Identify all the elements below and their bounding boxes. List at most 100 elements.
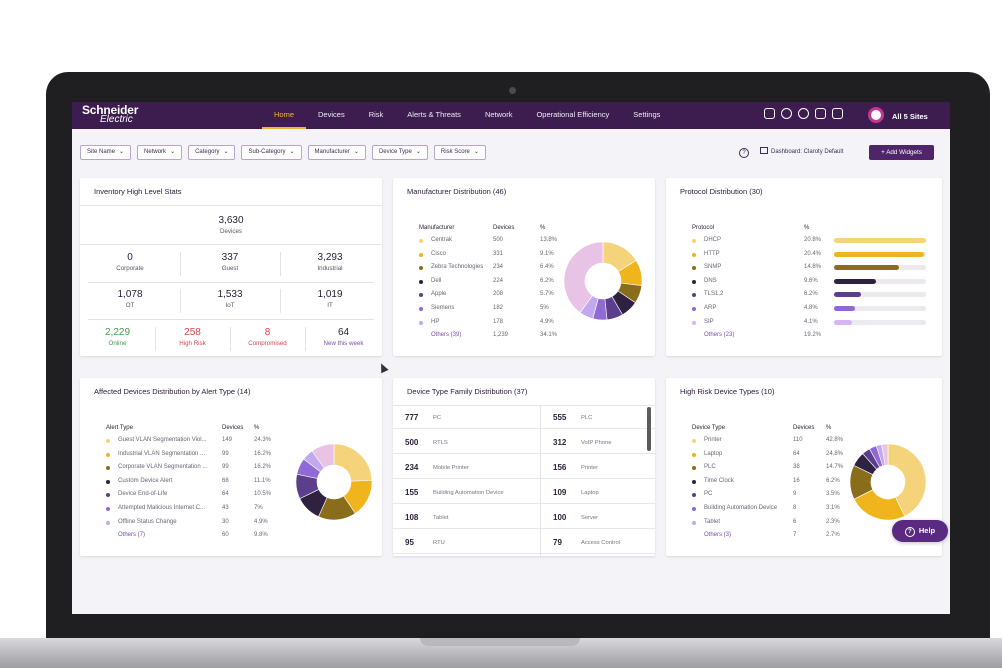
filter-label: Sub-Category (248, 149, 286, 155)
device-type-cell[interactable]: 777 PC (393, 406, 540, 429)
search-icon[interactable] (798, 108, 809, 119)
stat-compromised[interactable]: 8 Compromised (230, 327, 305, 347)
device-type-cell[interactable]: 95 RTU (393, 531, 540, 554)
row-pct: 4.9% (254, 518, 268, 525)
device-type-cell[interactable]: 109 Laptop (541, 481, 655, 504)
row-pct: 9.6% (804, 277, 818, 284)
alert-type-donut-chart[interactable] (296, 444, 372, 520)
filter-sub-category[interactable]: Sub-Category ⌄ (241, 145, 302, 160)
filter-network[interactable]: Network ⌄ (137, 145, 183, 160)
chevron-down-icon: ⌄ (353, 149, 359, 155)
stat-guest[interactable]: 337 Guest (180, 252, 280, 272)
chevron-down-icon: ⌄ (415, 149, 421, 155)
stat-new-this-week[interactable]: 64 New this week (305, 327, 382, 347)
legend-dot (692, 320, 696, 325)
donut-slice[interactable] (333, 444, 372, 482)
row-name: Corporate VLAN Segmentation ... (118, 464, 208, 471)
manufacturer-donut-chart[interactable] (564, 242, 642, 320)
divider (540, 406, 541, 556)
chevron-down-icon: ⌄ (473, 149, 479, 155)
device-type-cell[interactable]: 234 Mobile Printer (393, 456, 540, 479)
nav-item-risk[interactable]: Risk (368, 110, 384, 119)
stat-it[interactable]: 1,019 IT (280, 289, 380, 309)
device-type-name: Tablet (433, 515, 449, 521)
stat-online[interactable]: 2,229 Online (80, 327, 155, 347)
site-selector[interactable]: All 5 Sites (892, 112, 928, 121)
row-pct: 34.1% (540, 332, 558, 339)
row-pct: 6.2% (540, 277, 554, 284)
row-pct: 24.3% (254, 437, 272, 443)
column-header: % (540, 225, 546, 231)
filter-manufacturer[interactable]: Manufacturer ⌄ (307, 145, 366, 160)
nav-item-alerts-threats[interactable]: Alerts & Threats (407, 110, 461, 119)
filter-label: Network (144, 149, 167, 155)
row-pct: 10.5% (254, 491, 272, 498)
device-type-cell[interactable]: 155 Building Automation Device (393, 481, 540, 504)
bar-track (834, 265, 926, 271)
avatar[interactable] (868, 107, 884, 123)
donut-slice[interactable] (311, 444, 335, 469)
legend-dot (692, 493, 696, 498)
bell-icon[interactable] (815, 108, 826, 119)
stat-high-risk[interactable]: 258 High Risk (155, 327, 230, 347)
row-pct: 14.7% (826, 464, 844, 471)
dashboard-selector[interactable]: Dashboard: Claroty Default (760, 145, 843, 160)
row-devices: 43 (222, 505, 229, 511)
row-name: Others (23) (704, 332, 735, 339)
stat-corporate[interactable]: 0 Corporate (80, 252, 180, 272)
stat-industrial[interactable]: 3,293 Industrial (280, 252, 380, 272)
help-button[interactable]: ? Help (892, 520, 948, 542)
row-devices: 7 (793, 532, 797, 539)
device-type-cell[interactable]: 312 VoIP Phone (541, 431, 655, 454)
row-pct: 2.3% (826, 518, 840, 525)
donut-slice[interactable] (564, 242, 604, 314)
stat-value: 1,019 (317, 289, 343, 300)
device-type-name: Access Control (581, 540, 620, 546)
schneider-logo[interactable]: Schneider Electric (82, 104, 138, 125)
filter-icon[interactable] (832, 108, 843, 119)
filter-device-type[interactable]: Device Type ⌄ (371, 145, 428, 160)
nav-item-home[interactable]: Home (262, 102, 307, 129)
nav-item-devices[interactable]: Devices (318, 110, 345, 119)
row-devices: 208 (493, 291, 504, 298)
device-type-cell[interactable]: 555 PLC (541, 406, 655, 429)
row-pct: 7% (254, 505, 263, 511)
scrollbar[interactable] (647, 407, 651, 451)
alert-type-card: Affected Devices Distribution by Alert T… (80, 378, 382, 556)
card-title: Protocol Distribution (30) (680, 187, 763, 196)
filter-category[interactable]: Category ⌄ (188, 145, 236, 160)
device-type-cell[interactable]: 79 Access Control (541, 531, 655, 554)
nav-item-network[interactable]: Network (484, 110, 513, 119)
legend-dot (106, 520, 110, 525)
stat-iot[interactable]: 1,533 IoT (180, 289, 280, 309)
device-type-name: RTLS (433, 440, 448, 446)
donut-slice[interactable] (887, 444, 926, 517)
filter-risk-score[interactable]: Risk Score ⌄ (433, 145, 486, 160)
device-type-cell[interactable]: 100 Server (541, 506, 655, 529)
add-widgets-button[interactable]: + Add Widgets (869, 145, 934, 160)
dashboard-icon (760, 147, 768, 154)
high-risk-donut-chart[interactable] (850, 444, 926, 520)
stat-ot[interactable]: 1,078 OT (80, 289, 180, 309)
stat-value: 1,533 (217, 289, 243, 300)
device-type-cell[interactable]: 500 RTLS (393, 431, 540, 454)
row-devices: 38 (793, 464, 800, 471)
device-type-cell[interactable]: 156 Printer (541, 456, 655, 479)
filter-site-name[interactable]: Site Name ⌄ (80, 145, 132, 160)
nav-item-operational-efficiency[interactable]: Operational Efficiency (536, 110, 610, 119)
donut-slice[interactable] (881, 444, 889, 466)
device-type-cell[interactable]: 108 Tablet (393, 506, 540, 529)
column-header: Protocol (692, 225, 715, 231)
help-question-icon[interactable]: ? (739, 148, 749, 158)
globe-icon[interactable] (781, 108, 792, 119)
device-type-count: 234 (405, 463, 419, 472)
device-type-name: PC (433, 415, 442, 421)
filter-label: Manufacturer (314, 149, 350, 155)
legend-dot (692, 307, 696, 311)
nav-item-settings[interactable]: Settings (633, 110, 661, 119)
logo-line2: Electric (100, 114, 133, 125)
row-name: DNS (704, 277, 717, 284)
nav-items: Home Devices Risk Alerts & Threats Netwo… (262, 102, 672, 129)
device-status-icon[interactable] (764, 108, 775, 119)
row-devices: 6 (793, 518, 797, 525)
